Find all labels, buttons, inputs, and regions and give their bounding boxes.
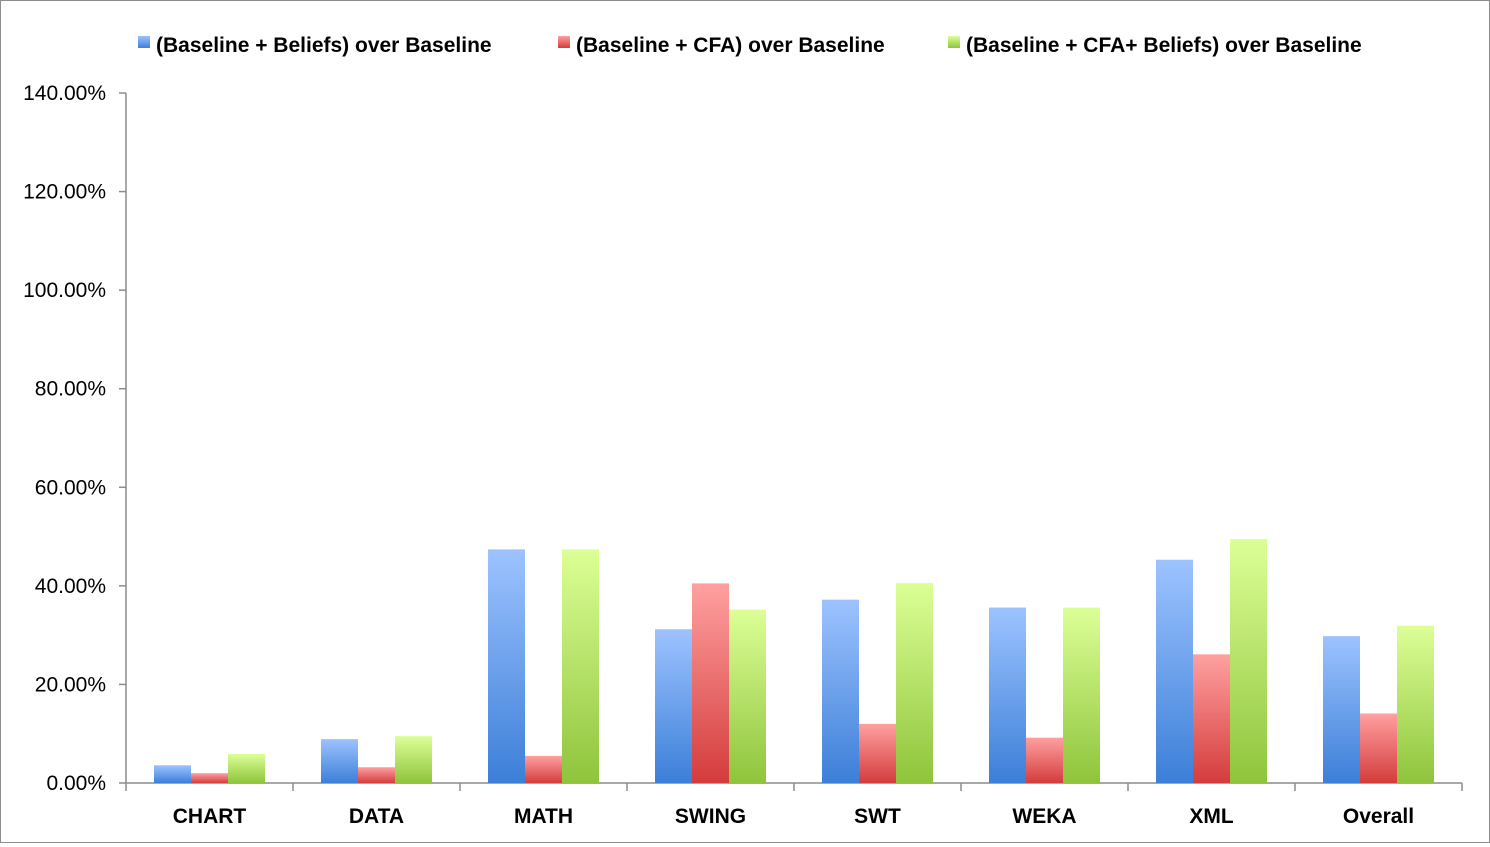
bar-swt-series-3	[896, 582, 933, 783]
y-tick-label: 120.00%	[23, 181, 106, 204]
legend-swatch-1	[138, 36, 150, 48]
bars	[154, 539, 1434, 783]
bar-swing-series-1	[655, 629, 692, 783]
bar-overall-series-1	[1323, 636, 1360, 783]
x-category-label: SWING	[675, 805, 746, 828]
legend-label-3: (Baseline + CFA+ Beliefs) over Baseline	[966, 34, 1362, 57]
bar-math-series-1	[488, 549, 525, 783]
x-category-label: SWT	[854, 805, 901, 828]
x-category-label: Overall	[1343, 805, 1414, 828]
bar-data-series-1	[321, 739, 358, 783]
x-category-label: XML	[1189, 805, 1234, 828]
x-category-label: WEKA	[1012, 805, 1076, 828]
bar-chart-series-2	[191, 773, 228, 783]
legend-swatch-3	[948, 36, 960, 48]
y-tick-label: 40.00%	[35, 575, 106, 598]
bar-math-series-2	[525, 755, 562, 783]
x-category-label: DATA	[349, 805, 404, 828]
bar-xml-series-3	[1230, 539, 1267, 783]
bar-swing-series-2	[692, 583, 729, 783]
bar-weka-series-2	[1026, 737, 1063, 783]
legend-label-2: (Baseline + CFA) over Baseline	[576, 34, 885, 57]
bar-swt-series-1	[822, 599, 859, 783]
y-tick-label: 60.00%	[35, 476, 106, 499]
bar-swt-series-2	[859, 723, 896, 783]
bar-weka-series-3	[1063, 607, 1100, 783]
bar-chart-series-3	[228, 753, 265, 783]
bar-overall-series-2	[1360, 713, 1397, 783]
y-tick-label: 20.00%	[35, 673, 106, 696]
legend: (Baseline + Beliefs) over Baseline (Basel…	[138, 34, 1362, 57]
bar-weka-series-1	[989, 607, 1026, 783]
bar-swing-series-3	[729, 609, 766, 783]
bar-xml-series-1	[1156, 559, 1193, 783]
x-axis: CHART DATA MATH SWING SWT WEKA XML Overall	[125, 782, 1463, 828]
y-tick-label: 0.00%	[46, 772, 106, 795]
y-tick-label: 140.00%	[23, 82, 106, 105]
bar-chart-series-1	[154, 765, 191, 783]
y-tick-label: 80.00%	[35, 378, 106, 401]
bar-data-series-3	[395, 736, 432, 783]
y-tick-label: 100.00%	[23, 279, 106, 302]
legend-swatch-2	[558, 36, 570, 48]
bar-overall-series-3	[1397, 625, 1434, 783]
legend-label-1: (Baseline + Beliefs) over Baseline	[156, 34, 492, 57]
x-category-label: MATH	[514, 805, 573, 828]
y-axis: 0.00% 20.00% 40.00% 60.00% 80.00% 100.00% 120.…	[23, 82, 127, 795]
bar-xml-series-2	[1193, 654, 1230, 783]
x-category-label: CHART	[173, 805, 247, 828]
bar-data-series-2	[358, 767, 395, 783]
bar-math-series-3	[562, 549, 599, 783]
